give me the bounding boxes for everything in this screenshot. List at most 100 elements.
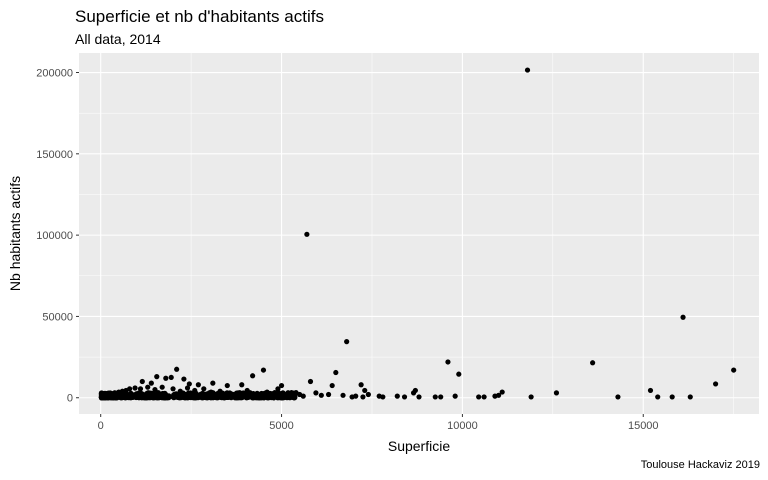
data-point (410, 390, 417, 396)
x-axis-title: Superficie (388, 438, 450, 454)
data-point (210, 380, 216, 386)
data-point (192, 393, 198, 399)
y-tick-label: 50000 (42, 311, 73, 323)
data-point (481, 394, 487, 400)
data-point (145, 384, 151, 390)
data-point (432, 394, 438, 400)
data-point (179, 394, 185, 400)
data-point (114, 395, 120, 401)
data-point (201, 386, 207, 392)
data-point (376, 393, 382, 399)
data-point (250, 373, 256, 379)
data-point (181, 376, 187, 382)
data-point (333, 369, 339, 376)
data-point (210, 394, 216, 401)
data-point (152, 387, 158, 393)
data-point (239, 382, 245, 388)
data-point (160, 390, 166, 397)
data-point (168, 374, 174, 381)
y-tick-label: 0 (67, 393, 73, 405)
data-point (329, 382, 335, 389)
data-point (159, 384, 165, 390)
data-point (137, 386, 144, 392)
y-axis-title: Nb habitants actifs (7, 176, 23, 291)
data-point (495, 392, 502, 398)
data-point (186, 381, 192, 387)
data-point (265, 394, 272, 400)
x-tick-label: 0 (98, 420, 104, 432)
data-point (416, 394, 422, 400)
data-point (680, 314, 686, 320)
y-tick-label: 100000 (36, 230, 73, 242)
data-point (553, 390, 560, 396)
data-point (731, 367, 737, 373)
data-point (170, 394, 176, 400)
data-point (286, 392, 292, 398)
data-point (275, 386, 281, 392)
data-point (276, 391, 282, 397)
data-point (224, 382, 230, 389)
data-point (208, 389, 214, 395)
data-point (712, 381, 719, 387)
data-point (307, 378, 314, 385)
data-point (647, 387, 654, 394)
data-point (117, 394, 124, 401)
data-point (269, 391, 276, 397)
data-point (528, 394, 534, 400)
data-point (157, 394, 163, 400)
data-point (177, 388, 183, 394)
data-point (297, 391, 303, 398)
data-point (162, 395, 168, 401)
data-point (170, 386, 176, 392)
data-point (304, 231, 310, 237)
chart-subtitle: All data, 2014 (75, 31, 161, 47)
data-point (401, 394, 408, 400)
data-point (233, 394, 239, 401)
plot-panel (79, 53, 759, 414)
data-point (365, 391, 371, 398)
data-point (318, 392, 324, 398)
data-point (154, 373, 160, 380)
data-point (340, 392, 346, 398)
data-point (142, 394, 148, 400)
data-point (132, 385, 138, 391)
data-point (260, 391, 266, 397)
data-point (615, 394, 621, 400)
chart-caption: Toulouse Hackaviz 2019 (640, 459, 760, 471)
data-point (499, 389, 505, 395)
x-tick-label: 5000 (269, 420, 293, 432)
data-point (438, 394, 444, 400)
data-point (362, 387, 368, 394)
data-point (246, 393, 252, 399)
y-tick-label: 150000 (36, 149, 73, 161)
data-point (344, 339, 350, 345)
data-point (230, 391, 236, 398)
data-point (325, 391, 332, 398)
data-point (476, 394, 482, 400)
data-point (184, 385, 191, 391)
data-point (237, 395, 244, 401)
data-point (278, 382, 285, 389)
data-point (360, 394, 366, 400)
data-point (264, 389, 270, 395)
data-point (590, 360, 596, 366)
data-point (139, 378, 145, 385)
data-point (456, 371, 462, 377)
data-point (452, 393, 458, 399)
data-point (148, 380, 154, 386)
data-point (445, 359, 451, 365)
data-point (244, 387, 250, 394)
data-point (163, 375, 169, 381)
data-point (394, 393, 400, 399)
data-point (349, 394, 355, 400)
y-tick-label: 200000 (36, 68, 73, 80)
data-point (358, 382, 364, 388)
data-point (260, 367, 267, 373)
data-point (192, 387, 198, 394)
data-point (183, 391, 189, 398)
data-point (221, 393, 227, 399)
data-point (214, 395, 221, 401)
data-point (217, 388, 223, 394)
data-point (195, 382, 201, 388)
